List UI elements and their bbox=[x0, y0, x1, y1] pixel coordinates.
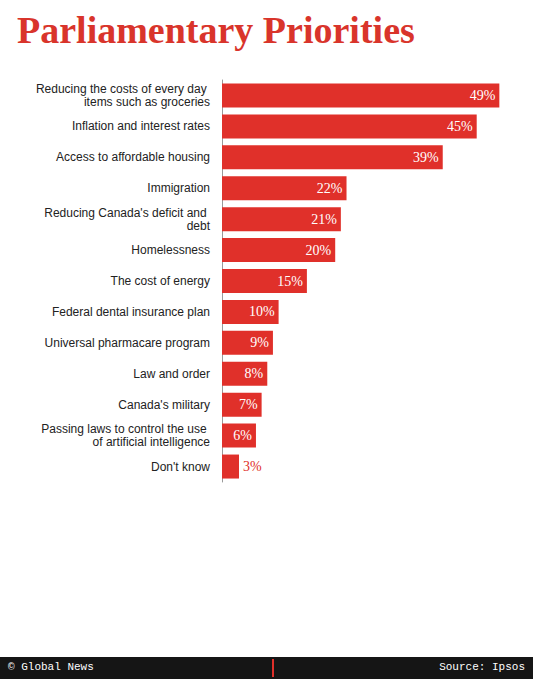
svg-text:Access to affordable housing: Access to affordable housing bbox=[56, 150, 210, 164]
svg-text:Immigration: Immigration bbox=[147, 181, 210, 195]
svg-text:Reducing the costs of every da: Reducing the costs of every day bbox=[36, 82, 210, 96]
svg-text:Inflation and interest rates: Inflation and interest rates bbox=[72, 119, 210, 133]
svg-text:Don't know: Don't know bbox=[151, 460, 210, 474]
svg-text:Passing laws to control the us: Passing laws to control the use bbox=[41, 422, 210, 436]
svg-text:Reducing Canada's deficit and: Reducing Canada's deficit and bbox=[44, 206, 210, 220]
svg-text:Parliamentary Priorities: Parliamentary Priorities bbox=[17, 9, 415, 51]
svg-text:items such as groceries: items such as groceries bbox=[84, 95, 210, 109]
svg-text:Canada's military: Canada's military bbox=[118, 398, 210, 412]
svg-text:Universal pharmacare program: Universal pharmacare program bbox=[45, 336, 210, 350]
svg-text:45%: 45% bbox=[447, 119, 473, 134]
svg-text:22%: 22% bbox=[317, 181, 343, 196]
svg-text:49%: 49% bbox=[470, 88, 496, 103]
svg-text:Law and order: Law and order bbox=[133, 367, 210, 381]
svg-text:3%: 3% bbox=[243, 459, 262, 474]
svg-text:10%: 10% bbox=[249, 304, 275, 319]
svg-text:of artificial intelligence: of artificial intelligence bbox=[93, 435, 211, 449]
svg-text:Homelessness: Homelessness bbox=[131, 243, 210, 257]
svg-text:20%: 20% bbox=[306, 243, 332, 258]
svg-text:39%: 39% bbox=[413, 150, 439, 165]
svg-text:debt: debt bbox=[187, 219, 211, 233]
html-text:© Global News: © Global News bbox=[8, 661, 94, 673]
svg-text:21%: 21% bbox=[311, 212, 337, 227]
svg-text:The cost of energy: The cost of energy bbox=[111, 274, 210, 288]
svg-text:15%: 15% bbox=[277, 274, 303, 289]
svg-text:9%: 9% bbox=[250, 335, 269, 350]
svg-text:6%: 6% bbox=[233, 428, 252, 443]
svg-text:8%: 8% bbox=[245, 366, 264, 381]
svg-text:7%: 7% bbox=[239, 397, 258, 412]
svg-text:Federal dental insurance plan: Federal dental insurance plan bbox=[52, 305, 210, 319]
html-text:Source: Ipsos: Source: Ipsos bbox=[439, 661, 525, 673]
